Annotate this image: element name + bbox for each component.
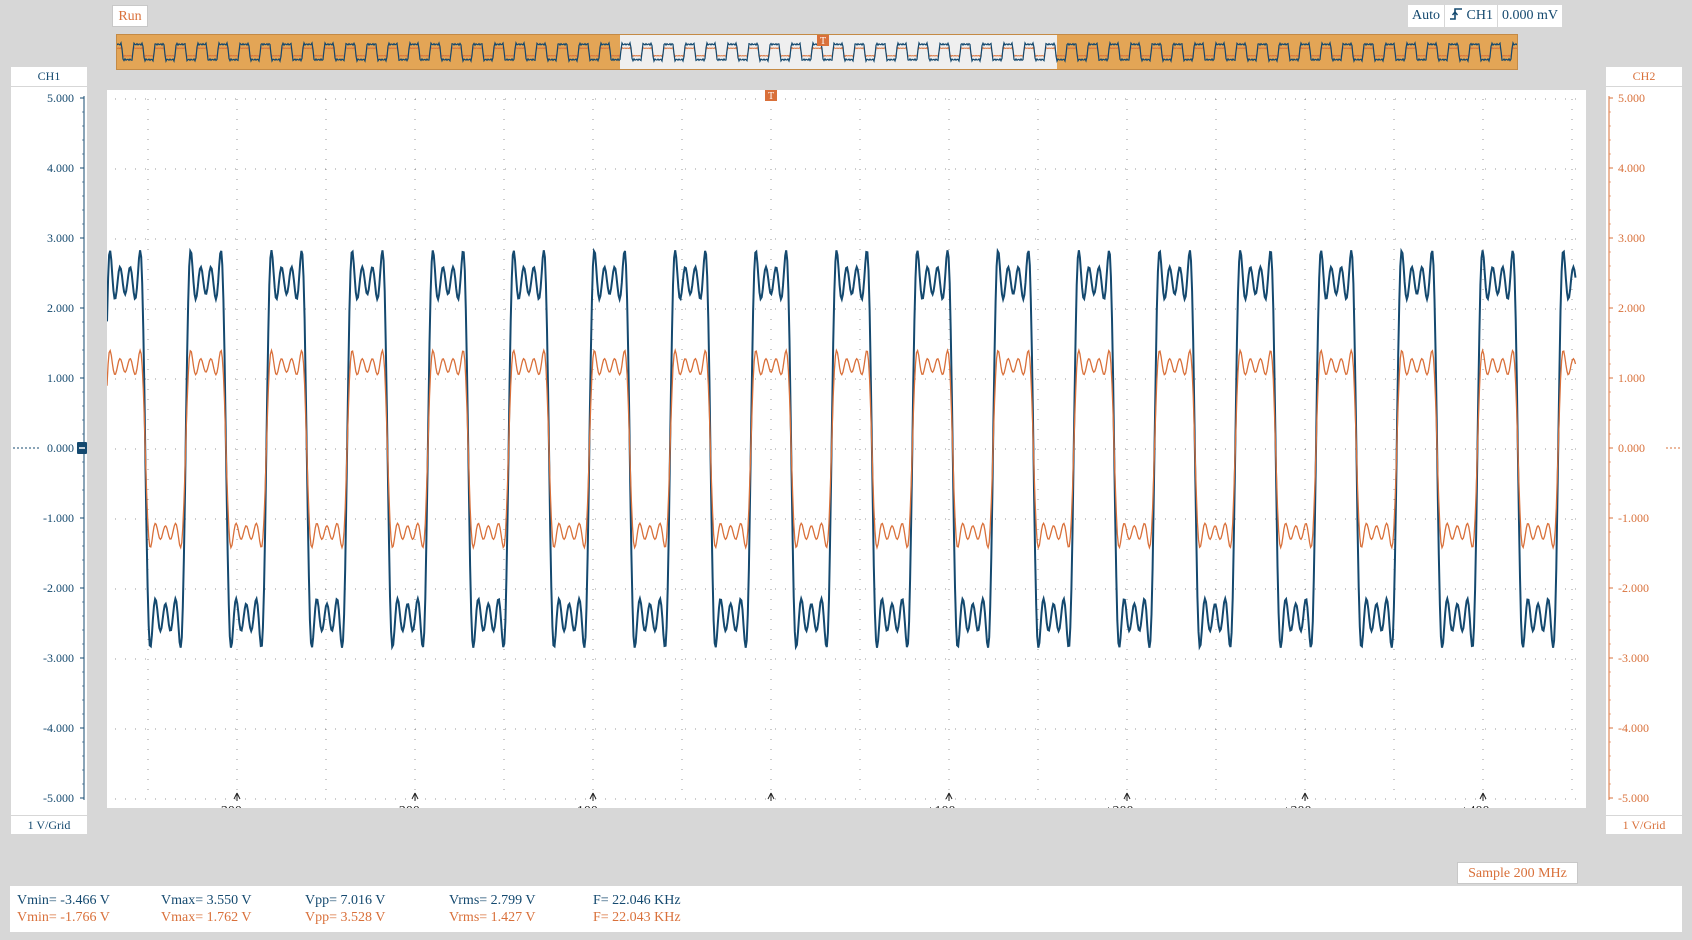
overview-view-window[interactable] (620, 35, 1057, 69)
scope-display[interactable]: T -300 us -200 us -100 us 0 us +100 us +200 us… (106, 90, 1586, 829)
x-tick-label: +200 us (1105, 804, 1150, 808)
y-tick: 0.000 (1609, 441, 1680, 455)
x-tick-label: -200 us (394, 804, 436, 808)
ch1-y-axis: 5.000 4.000 3.000 2.000 1.000 0.000 -1.000 -2.0… (11, 87, 87, 815)
x-tick: +400 us (1461, 792, 1506, 819)
ch1-vmax: Vmax= 3.550 V (161, 893, 252, 908)
y-tick: 4.000 (1609, 161, 1645, 175)
overview-right-region (1057, 35, 1517, 69)
y-tick-label: 4.000 (1618, 161, 1645, 175)
y-tick-label: 2.000 (47, 301, 74, 315)
y-tick-label: -2.000 (1618, 581, 1649, 595)
y-tick-label: -1.000 (43, 511, 74, 525)
ch2-vmax: Vmax= 1.762 V (161, 910, 252, 925)
y-tick-label: 0.000 (47, 441, 74, 455)
y-tick: 0.000 (13, 441, 84, 455)
trigger-mode[interactable]: Auto (1408, 5, 1445, 27)
y-tick-label: 5.000 (47, 91, 74, 105)
x-tick: -100 us (572, 792, 614, 819)
ch1-trace (106, 247, 1577, 651)
ch1-scale[interactable]: 1 V/Grid (11, 816, 87, 834)
y-tick: -3.000 (1609, 651, 1649, 665)
waveform-overview[interactable]: T (116, 34, 1518, 70)
y-tick-label: 4.000 (47, 161, 74, 175)
ch2-vrms: Vrms= 1.427 V (449, 910, 536, 925)
trigger-channel: CH1 (1466, 8, 1493, 23)
x-tick-label: -300 us (216, 804, 258, 808)
y-tick-label: 3.000 (1618, 231, 1645, 245)
x-tick: -200 us (394, 792, 436, 819)
run-status-button[interactable]: Run (112, 5, 148, 27)
y-tick: 1.000 (1609, 371, 1645, 385)
rising-edge-icon (1450, 8, 1462, 20)
grid (115, 98, 1578, 800)
y-tick-label: -4.000 (43, 721, 74, 735)
y-tick: -5.000 (1609, 791, 1649, 805)
measurements-panel: Vmin= -3.466 V Vmax= 3.550 V Vpp= 7.016 … (10, 886, 1682, 932)
x-tick: +200 us (1105, 792, 1150, 819)
x-tick-label: +100 us (927, 804, 972, 808)
y-tick: 4.000 (47, 161, 84, 175)
y-tick-label: 3.000 (47, 231, 74, 245)
y-tick: 5.000 (1609, 91, 1645, 105)
y-tick: -4.000 (43, 721, 84, 735)
y-tick-label: -3.000 (1618, 651, 1649, 665)
overview-waveform: T (116, 35, 1518, 69)
trigger-source[interactable]: CH1 (1445, 5, 1498, 27)
y-tick: 3.000 (1609, 231, 1645, 245)
y-tick: -2.000 (43, 581, 84, 595)
y-tick: 2.000 (47, 301, 84, 315)
trigger-position-marker[interactable]: T (765, 90, 777, 102)
svg-text:T: T (768, 91, 774, 102)
y-tick-label: -2.000 (43, 581, 74, 595)
y-tick: -3.000 (43, 651, 84, 665)
overview-trigger-marker: T (817, 35, 829, 47)
y-tick-label: 1.000 (1618, 371, 1645, 385)
ch2-vmin: Vmin= -1.766 V (17, 910, 110, 925)
ch2-trace (106, 348, 1577, 550)
y-tick-label: 5.000 (1618, 91, 1645, 105)
y-tick: 3.000 (47, 231, 84, 245)
y-tick: -4.000 (1609, 721, 1649, 735)
svg-text:T: T (820, 36, 826, 47)
ch2-vpp: Vpp= 3.528 V (305, 910, 386, 925)
x-tick-label: -100 us (572, 804, 614, 808)
ch1-vmin: Vmin= -3.466 V (17, 893, 110, 908)
x-tick-label: +300 us (1283, 804, 1328, 808)
x-tick: +100 us (927, 792, 972, 819)
overview-left-region (117, 35, 620, 69)
y-tick: -5.000 (43, 791, 84, 805)
y-tick: -1.000 (43, 511, 84, 525)
y-tick: -1.000 (1609, 511, 1649, 525)
y-tick-label: 1.000 (47, 371, 74, 385)
y-tick-label: -1.000 (1618, 511, 1649, 525)
y-tick-label: -5.000 (43, 791, 74, 805)
ch1-vrms: Vrms= 2.799 V (449, 893, 536, 908)
trigger-level[interactable]: 0.000 mV (1497, 5, 1563, 27)
y-tick-label: -4.000 (1618, 721, 1649, 735)
trigger-settings[interactable]: Auto CH1 0.000 mV (1408, 5, 1578, 27)
ch1-label[interactable]: CH1 (11, 67, 87, 86)
ch1-ground-marker[interactable] (77, 442, 87, 454)
ch1-frequency: F= 22.046 KHz (593, 893, 681, 908)
y-tick: -2.000 (1609, 581, 1649, 595)
x-tick: 0 us (760, 792, 782, 829)
ch2-scale[interactable]: 1 V/Grid (1606, 816, 1682, 834)
x-tick-label: +400 us (1461, 804, 1506, 808)
x-tick: +300 us (1283, 792, 1328, 819)
sample-rate: Sample 200 MHz (1457, 862, 1578, 884)
y-tick-label: -5.000 (1618, 791, 1649, 805)
y-tick: 5.000 (47, 91, 84, 105)
x-tick: -300 us (216, 792, 258, 819)
y-tick-label: -3.000 (43, 651, 74, 665)
y-tick-label: 0.000 (1618, 441, 1645, 455)
y-tick-label: 2.000 (1618, 301, 1645, 315)
y-tick: 1.000 (47, 371, 84, 385)
y-tick: 2.000 (1609, 301, 1645, 315)
ch2-frequency: F= 22.043 KHz (593, 910, 681, 925)
ch2-label[interactable]: CH2 (1606, 67, 1682, 86)
ch1-vpp: Vpp= 7.016 V (305, 893, 386, 908)
ch2-y-axis: 5.000 4.000 3.000 2.000 1.000 0.000 -1.000 -2.0… (1606, 87, 1682, 815)
